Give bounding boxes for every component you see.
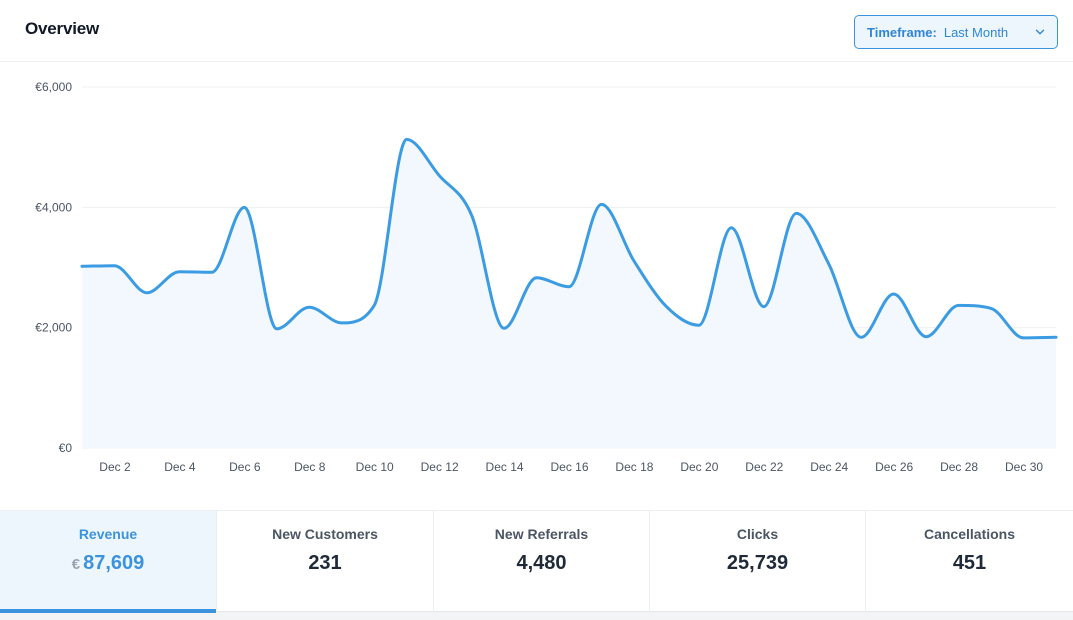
chevron-down-icon: [1035, 29, 1045, 35]
stat-value: 4,480: [516, 552, 567, 574]
data-point-dec-9[interactable]: [336, 317, 348, 329]
stat-new-referrals[interactable]: New Referrals 4,480: [434, 511, 650, 612]
data-point-dec-7[interactable]: [271, 323, 283, 335]
data-point-dec-24[interactable]: [823, 258, 835, 270]
x-tick-label: Dec 20: [680, 460, 718, 474]
y-tick-label: €6,000: [35, 80, 72, 94]
y-axis-labels: €0 €2,000 €4,000 €6,000: [35, 80, 72, 455]
stat-value: 25,739: [726, 552, 789, 574]
x-tick-label: Dec 8: [294, 460, 326, 474]
y-tick-label: €0: [59, 441, 73, 455]
stat-revenue[interactable]: Revenue €87,609: [0, 511, 217, 613]
data-point-dec-22[interactable]: [758, 301, 770, 313]
stat-label: New Referrals: [494, 526, 589, 542]
data-point-dec-30[interactable]: [1018, 332, 1030, 344]
x-tick-label: Dec 10: [356, 460, 394, 474]
x-tick-label: Dec 14: [486, 460, 524, 474]
stat-label: New Customers: [272, 526, 378, 542]
timeframe-value: Last Month: [943, 24, 1009, 40]
data-point-dec-4[interactable]: [173, 266, 185, 278]
x-tick-label: Dec 16: [550, 460, 588, 474]
active-tab-indicator: [0, 609, 216, 613]
chart-area-fill: [82, 139, 1056, 448]
timeframe-label: Timeframe:: [867, 24, 937, 40]
x-tick-label: Dec 12: [421, 460, 459, 474]
x-tick-label: Dec 24: [810, 460, 848, 474]
data-point-dec-8[interactable]: [303, 301, 315, 313]
data-point-dec-23[interactable]: [790, 207, 802, 219]
x-tick-label: Dec 6: [229, 460, 261, 474]
data-point-dec-19[interactable]: [660, 301, 672, 313]
data-point-dec-10[interactable]: [368, 299, 380, 311]
data-point-dec-16[interactable]: [563, 281, 575, 293]
data-point-dec-5[interactable]: [206, 266, 218, 278]
data-point-dec-13[interactable]: [466, 209, 478, 221]
data-point-dec-31[interactable]: [1050, 331, 1062, 343]
data-point-dec-26[interactable]: [888, 288, 900, 300]
stat-cancellations[interactable]: Cancellations 451: [866, 511, 1073, 612]
x-axis-labels: Dec 2 Dec 4 Dec 6 Dec 8 Dec 10 Dec 12 Dec 14 De…: [99, 460, 1043, 474]
data-point-dec-6[interactable]: [238, 201, 250, 213]
data-point-dec-21[interactable]: [725, 222, 737, 234]
data-point-dec-29[interactable]: [985, 302, 997, 314]
data-point-dec-3[interactable]: [141, 287, 153, 299]
page-title: Overview: [25, 19, 100, 38]
data-point-dec-11[interactable]: [401, 133, 413, 145]
data-point-dec-18[interactable]: [628, 255, 640, 267]
revenue-area-chart: €0€2,000€4,000€6,000 Dec 2 Dec 4 Dec 6 Dec …: [35, 80, 1062, 474]
stat-label: Clicks: [736, 526, 779, 542]
stat-value: €87,609: [0, 552, 216, 575]
x-tick-label: Dec 28: [940, 460, 978, 474]
x-tick-label: Dec 22: [745, 460, 783, 474]
card-header: Overview Timeframe: Last Month: [0, 0, 1073, 62]
y-tick-label: €4,000: [35, 200, 72, 214]
x-tick-label: Dec 18: [615, 460, 653, 474]
data-point-dec-15[interactable]: [531, 272, 543, 284]
data-point-dec-20[interactable]: [693, 319, 705, 331]
timeframe-dropdown[interactable]: Timeframe: Last Month: [854, 15, 1058, 49]
stat-value-number: 87,609: [83, 552, 145, 574]
data-point-dec-14[interactable]: [498, 322, 510, 334]
stat-value: 451: [952, 552, 987, 574]
x-tick-label: Dec 2: [99, 460, 131, 474]
y-tick-label: €2,000: [35, 321, 72, 335]
x-tick-label: Dec 26: [875, 460, 913, 474]
chart-series-line: [80, 137, 1058, 340]
x-tick-label: Dec 4: [164, 460, 196, 474]
data-point-dec-27[interactable]: [920, 331, 932, 343]
currency-symbol: €: [71, 556, 81, 573]
x-tick-label: Dec 30: [1005, 460, 1043, 474]
stat-label: Cancellations: [923, 526, 1016, 542]
data-point-dec-25[interactable]: [855, 331, 867, 343]
data-point-dec-17[interactable]: [595, 198, 607, 210]
data-point-dec-28[interactable]: [953, 299, 965, 311]
data-point-dec-12[interactable]: [433, 169, 445, 181]
stat-value: 231: [308, 552, 342, 574]
data-point-dec-2[interactable]: [108, 260, 120, 272]
data-point-dec-1[interactable]: [76, 260, 88, 272]
stat-label: Revenue: [78, 526, 138, 542]
stat-clicks[interactable]: Clicks 25,739: [650, 511, 866, 612]
stat-new-customers[interactable]: New Customers 231: [217, 511, 434, 612]
stats-bar: Revenue €87,609 New Customers 231 New Re…: [0, 510, 1073, 613]
